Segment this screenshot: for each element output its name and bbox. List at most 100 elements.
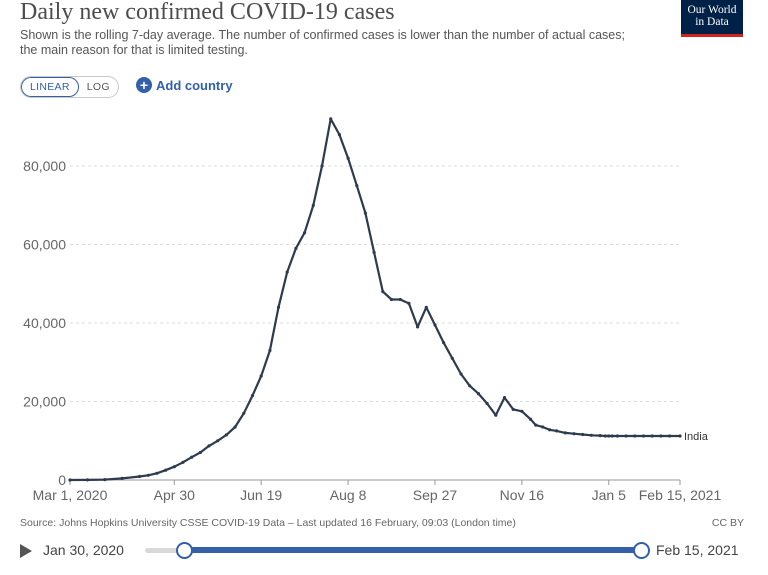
data-point: [224, 433, 228, 437]
y-tick-label: 40,000: [23, 315, 66, 331]
data-point: [633, 434, 637, 438]
data-point: [624, 434, 628, 438]
owid-logo[interactable]: Our World in Data: [681, 0, 743, 37]
data-point: [250, 394, 255, 398]
y-tick-label: 80,000: [23, 158, 66, 174]
data-point: [137, 474, 142, 479]
data-point: [603, 434, 607, 438]
timeline-selected-range: [183, 547, 641, 553]
data-point: [615, 434, 620, 438]
data-point: [346, 156, 350, 160]
linear-scale-button[interactable]: LINEAR: [21, 77, 79, 97]
data-point: [363, 211, 367, 215]
plus-circle-icon: +: [136, 77, 152, 93]
data-point: [502, 396, 507, 400]
scale-toggle: LINEAR LOG: [20, 76, 119, 98]
data-point: [511, 407, 515, 411]
data-point: [407, 301, 411, 305]
data-point: [303, 231, 307, 235]
timeline: Jan 30, 2020 Feb 15, 2021: [0, 537, 768, 567]
chart-subtitle: Shown is the rolling 7-day average. The …: [20, 28, 625, 57]
x-tick-label: Mar 1, 2020: [33, 487, 108, 503]
data-point: [389, 297, 394, 302]
data-point: [678, 434, 682, 438]
log-scale-button[interactable]: LOG: [86, 81, 110, 93]
x-tick-label: Aug 8: [330, 487, 367, 503]
data-point: [476, 392, 480, 396]
data-point: [416, 325, 420, 329]
data-point: [337, 133, 341, 137]
data-point: [555, 429, 559, 433]
y-tick-label: 0: [58, 472, 66, 488]
data-point: [355, 184, 359, 188]
data-point: [610, 434, 614, 438]
data-point: [598, 434, 602, 438]
data-point: [494, 413, 498, 417]
data-point: [120, 476, 124, 480]
data-point: [563, 431, 567, 435]
y-tick-label: 20,000: [23, 394, 66, 410]
line-chart: 0 20,000 40,000 60,000 80,000 Mar 1, 2020 Apr …: [23, 117, 722, 503]
timeline-end-handle[interactable]: [633, 542, 650, 559]
x-tick-label: Nov 16: [500, 487, 545, 503]
data-point: [276, 305, 281, 309]
data-point: [172, 465, 176, 469]
x-tick-label: Feb 15, 2021: [639, 487, 722, 503]
data-point: [268, 348, 272, 353]
data-point: [534, 423, 538, 427]
data-point: [650, 434, 654, 438]
data-point: [548, 428, 552, 432]
data-point: [207, 444, 211, 448]
data-point: [85, 478, 89, 482]
data-point: [581, 432, 585, 437]
timeline-end-label: Feb 15, 2021: [656, 542, 739, 558]
source-note: Source: Johns Hopkins University CSSE CO…: [20, 517, 516, 529]
data-point: [68, 478, 72, 482]
timeline-start-label: Jan 30, 2020: [43, 542, 124, 558]
data-point: [659, 434, 663, 438]
data-point: [216, 439, 220, 443]
data-point: [607, 434, 611, 438]
data-point: [103, 478, 107, 482]
x-tick-label: Jan 5: [592, 487, 626, 503]
data-point: [641, 434, 646, 438]
add-country-label: Add country: [156, 77, 233, 93]
data-point: [668, 434, 672, 438]
data-point: [329, 117, 333, 121]
series-label-india: India: [684, 431, 709, 443]
data-point: [398, 297, 402, 302]
data-point: [381, 290, 385, 294]
data-point: [468, 384, 472, 388]
data-point: [285, 270, 289, 274]
x-tick-label: Sep 27: [413, 487, 458, 503]
data-point: [181, 460, 185, 464]
data-point: [442, 341, 446, 345]
data-point: [450, 356, 454, 360]
x-tick-label: Jun 19: [240, 487, 282, 503]
data-point: [242, 411, 246, 415]
data-point: [320, 164, 324, 168]
data-point: [520, 409, 524, 413]
data-point: [372, 250, 376, 254]
data-point: [311, 203, 315, 207]
data-point: [294, 246, 298, 250]
chart-title: Daily new confirmed COVID-19 cases: [20, 0, 395, 25]
data-point: [589, 433, 594, 437]
play-icon[interactable]: [20, 544, 32, 558]
data-point: [424, 305, 428, 309]
add-country-button[interactable]: + Add country: [136, 77, 233, 93]
timeline-start-handle[interactable]: [176, 542, 193, 559]
data-point: [164, 468, 168, 472]
data-point: [541, 425, 545, 429]
x-tick-label: Apr 30: [154, 487, 195, 503]
data-point: [485, 401, 489, 406]
data-point: [259, 374, 263, 378]
logo-line-1: Our World: [687, 4, 737, 16]
license-link[interactable]: CC BY: [711, 517, 744, 529]
data-point: [146, 473, 150, 477]
data-point: [190, 455, 194, 459]
data-point: [198, 450, 202, 455]
data-point: [528, 417, 533, 421]
data-point: [572, 432, 576, 436]
data-point: [155, 471, 159, 475]
